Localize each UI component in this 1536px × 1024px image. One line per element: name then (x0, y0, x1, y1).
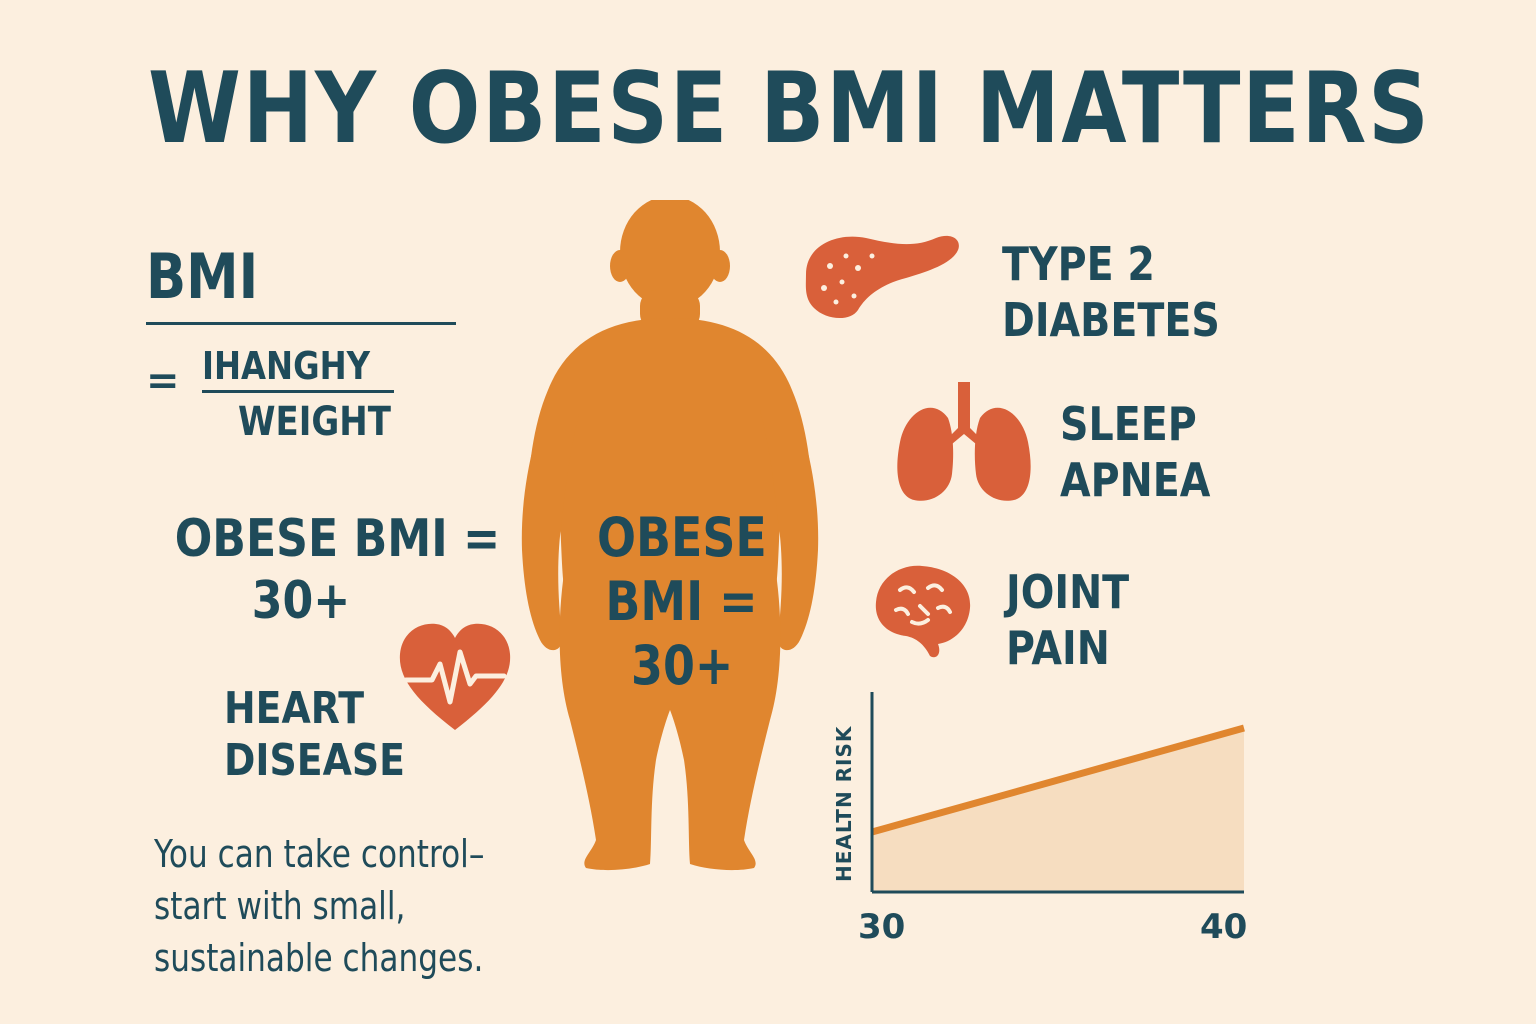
formula-rule (146, 322, 456, 325)
formula-denominator: WEIGHT (238, 399, 391, 445)
sleep-line1: SLEEP (1060, 397, 1197, 451)
tagline-line2: start with small, (154, 884, 406, 928)
heart-pulse-icon (399, 623, 511, 730)
chart-area-fill (872, 728, 1244, 892)
heart-disease-label: HEART DISEASE (224, 683, 405, 787)
body-label-line2: BMI = (605, 570, 759, 633)
heart-disease-line1: HEART (224, 683, 365, 734)
chart-y-axis-label: HEALTN RISK (832, 725, 856, 882)
formula-equals: = (146, 358, 180, 404)
body-label-line1: OBESE (597, 506, 767, 569)
body-obese-label: OBESE BMI = 30+ (572, 506, 792, 698)
joint-pain-label: JOINT PAIN (1006, 564, 1129, 676)
joint-line2: PAIN (1006, 621, 1110, 675)
page-title: WHY OBESE BMI MATTERS (148, 52, 1431, 166)
tagline-line3: sustainable changes. (154, 936, 484, 980)
health-risk-chart: 30 40 (858, 692, 1247, 947)
brain-icon (875, 565, 971, 658)
chart-series-line (871, 724, 1245, 836)
chart-x-tick-label: 30 (858, 907, 905, 947)
joint-line1: JOINT (1006, 565, 1130, 619)
obese-definition: OBESE BMI = 30+ (146, 508, 500, 632)
obese-body-silhouette-icon (521, 200, 819, 871)
chart-x-tick-label: 40 (1200, 907, 1247, 947)
tagline-line1: You can take control– (154, 832, 485, 876)
heart-disease-line2: DISEASE (224, 735, 405, 786)
pancreas-icon (805, 235, 959, 319)
sleep-line2: APNEA (1060, 453, 1211, 507)
lungs-icon (897, 382, 1031, 501)
diabetes-line2: DIABETES (1002, 293, 1220, 347)
obese-definition-line2: 30+ (251, 571, 351, 631)
body-label-line3: 30+ (630, 634, 734, 697)
formula-numerator: IHANGHY (202, 344, 371, 388)
diabetes-line1: TYPE 2 (1002, 237, 1155, 291)
sleep-apnea-label: SLEEP APNEA (1060, 396, 1210, 508)
diabetes-label: TYPE 2 DIABETES (1002, 236, 1220, 348)
tagline: You can take control– start with small, … (154, 828, 484, 984)
bmi-label: BMI (146, 240, 259, 313)
fraction-line (202, 390, 394, 393)
obese-definition-line1: OBESE BMI = (174, 509, 501, 569)
formula-fraction: IHANGHY WEIGHT (202, 344, 418, 445)
